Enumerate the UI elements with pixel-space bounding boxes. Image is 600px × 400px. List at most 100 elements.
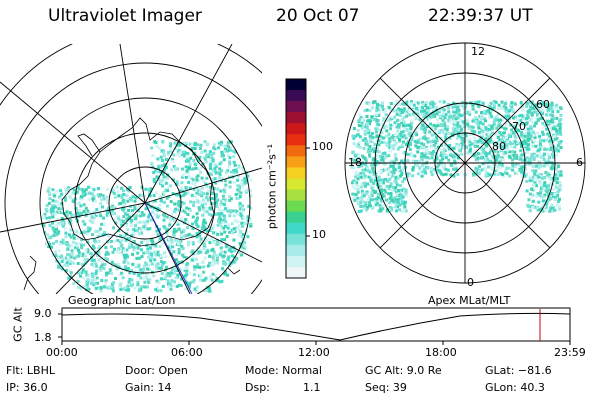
emission-pixel <box>96 251 100 255</box>
emission-pixel <box>131 252 135 256</box>
emission-pixel <box>511 141 515 145</box>
emission-pixel <box>91 247 94 251</box>
emission-pixel <box>207 152 211 156</box>
emission-pixel <box>98 266 102 270</box>
emission-pixel <box>503 105 507 109</box>
emission-pixel <box>536 149 540 153</box>
emission-pixel <box>76 213 80 217</box>
emission-pixel <box>491 124 495 128</box>
emission-pixel <box>211 261 215 265</box>
emission-pixel <box>232 246 236 249</box>
emission-pixel <box>205 192 209 196</box>
emission-pixel <box>183 276 187 280</box>
emission-pixel <box>359 185 363 189</box>
emission-pixel <box>415 112 419 116</box>
emission-pixel <box>454 167 458 171</box>
emission-pixel <box>141 213 145 217</box>
emission-pixel <box>374 190 378 193</box>
emission-pixel <box>431 114 435 118</box>
emission-pixel <box>153 253 157 257</box>
emission-pixel <box>133 206 137 210</box>
emission-pixel <box>385 198 388 202</box>
emission-pixel <box>360 196 364 200</box>
emission-pixel <box>408 124 412 127</box>
emission-pixel <box>48 244 52 248</box>
emission-pixel <box>559 188 563 192</box>
emission-pixel <box>559 140 563 143</box>
emission-pixel <box>53 194 57 198</box>
emission-pixel <box>543 176 547 179</box>
emission-pixel <box>435 138 439 142</box>
emission-pixel <box>391 145 395 149</box>
emission-pixel <box>99 268 103 272</box>
emission-pixel <box>513 163 517 167</box>
emission-pixel <box>235 226 239 230</box>
emission-pixel <box>400 159 403 163</box>
emission-pixel <box>84 188 88 192</box>
emission-pixel <box>84 270 88 274</box>
emission-pixel <box>191 235 195 239</box>
emission-pixel <box>104 253 108 257</box>
emission-pixel <box>544 159 548 163</box>
emission-pixel <box>45 242 49 246</box>
emission-pixel <box>559 173 563 177</box>
emission-pixel <box>500 156 504 160</box>
emission-pixel <box>105 258 109 262</box>
emission-pixel <box>170 212 174 216</box>
emission-pixel <box>558 130 562 134</box>
emission-pixel <box>130 209 134 213</box>
emission-pixel <box>137 287 141 291</box>
emission-pixel <box>459 135 463 139</box>
emission-pixel <box>456 126 460 130</box>
emission-pixel <box>246 218 250 222</box>
emission-pixel <box>541 195 545 199</box>
emission-pixel <box>477 101 481 105</box>
emission-pixel <box>477 169 481 173</box>
emission-pixel <box>370 115 374 119</box>
emission-pixel <box>556 110 560 114</box>
emission-pixel <box>228 156 232 160</box>
emission-pixel <box>111 285 115 289</box>
emission-pixel <box>136 251 140 255</box>
emission-pixel <box>116 190 120 194</box>
emission-pixel <box>184 151 188 155</box>
emission-pixel <box>202 202 206 206</box>
emission-pixel <box>225 243 229 247</box>
emission-pixel <box>444 113 448 117</box>
emission-pixel <box>48 216 52 220</box>
emission-pixel <box>392 169 396 173</box>
emission-pixel <box>459 128 463 132</box>
emission-pixel <box>166 176 170 180</box>
emission-pixel <box>155 175 159 179</box>
emission-pixel <box>403 177 406 181</box>
emission-pixel <box>192 252 196 256</box>
colorbar-cell <box>286 101 306 113</box>
emission-pixel <box>425 139 429 142</box>
emission-pixel <box>116 265 120 268</box>
emission-pixel <box>438 159 442 163</box>
emission-pixel <box>445 125 449 129</box>
emission-pixel <box>440 160 443 164</box>
emission-pixel <box>71 233 75 237</box>
emission-pixel <box>400 121 404 124</box>
emission-pixel <box>114 235 118 239</box>
emission-pixel <box>197 156 200 160</box>
emission-pixel <box>192 273 196 277</box>
emission-pixel <box>530 113 534 117</box>
emission-pixel <box>398 184 402 187</box>
emission-pixel <box>498 163 501 166</box>
emission-pixel <box>218 229 222 233</box>
emission-pixel <box>533 172 537 176</box>
emission-pixel <box>452 152 456 156</box>
emission-pixel <box>428 112 432 116</box>
emission-pixel <box>227 145 231 149</box>
emission-pixel <box>223 271 227 275</box>
emission-pixel <box>453 159 457 163</box>
emission-pixel <box>500 107 504 111</box>
emission-pixel <box>427 112 431 116</box>
emission-pixel <box>219 212 223 216</box>
emission-pixel <box>210 227 214 230</box>
emission-pixel <box>249 206 253 210</box>
emission-pixel <box>177 204 181 207</box>
emission-pixel <box>418 170 422 174</box>
